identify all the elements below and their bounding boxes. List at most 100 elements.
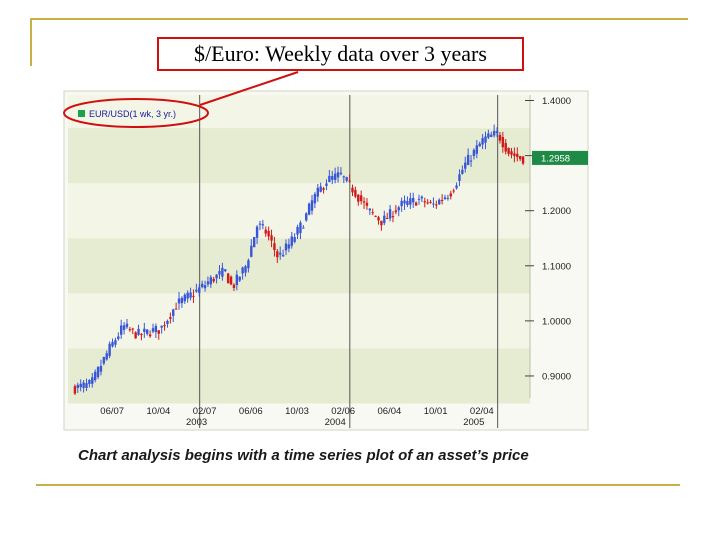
last-price-tag: 1.2958 — [532, 150, 588, 165]
x-tick-label: 10/01 — [424, 406, 448, 417]
candle-body — [478, 143, 481, 147]
candle-body — [469, 160, 473, 162]
candle-body — [284, 243, 288, 251]
candle-body — [163, 325, 166, 327]
candle-body — [409, 198, 412, 205]
candle-body — [276, 251, 279, 258]
x-tick-label: 02/04 — [470, 406, 494, 417]
chart-gridlines — [199, 95, 499, 428]
candle-body — [412, 197, 415, 203]
candle-body — [498, 134, 502, 141]
candle-body — [299, 222, 302, 234]
candle-body — [307, 203, 311, 215]
x-tick-label: 06/07 — [100, 406, 124, 417]
annotation-ellipse — [63, 98, 209, 128]
candle-body — [345, 177, 348, 181]
x-tick-label: 06/06 — [239, 406, 263, 417]
slide-decor-vertical-line — [30, 18, 32, 66]
candle-body — [122, 325, 126, 330]
candle-body — [383, 215, 386, 224]
candle-body — [137, 328, 140, 335]
candle-body — [247, 260, 250, 269]
candle-body — [293, 237, 296, 242]
candle-body — [73, 386, 77, 394]
candle-body — [481, 138, 484, 145]
candle-body — [261, 224, 265, 226]
x-year-label: 2003 — [186, 417, 207, 428]
candle-body — [432, 203, 435, 205]
candle-body — [446, 197, 450, 199]
candle-body — [238, 276, 241, 281]
candle-body — [255, 226, 259, 238]
candle-body — [333, 173, 337, 180]
candle-body — [235, 274, 239, 286]
candle-body — [325, 183, 328, 186]
candle-body — [435, 204, 438, 206]
candle-body — [229, 276, 233, 285]
candle-body — [440, 199, 444, 201]
candle-body — [143, 328, 146, 332]
candle-body — [206, 281, 210, 285]
candle-body — [371, 212, 374, 214]
y-tick-label: 1.1000 — [542, 261, 571, 272]
x-tick-label: 02/07 — [193, 406, 217, 417]
candle-body — [157, 330, 160, 334]
candle-body — [290, 236, 293, 246]
candle-body — [250, 245, 253, 257]
candle-body — [385, 218, 389, 220]
candle-body — [380, 220, 383, 226]
candle-body — [281, 254, 285, 257]
candle-body — [464, 162, 467, 169]
candle-body — [438, 199, 441, 205]
candle-body — [128, 329, 132, 331]
candle-body — [310, 200, 314, 211]
candle-body — [192, 295, 195, 297]
candle-body — [79, 383, 82, 388]
candle-body — [507, 147, 510, 154]
candle-body — [258, 223, 262, 225]
x-tick-label: 06/04 — [378, 406, 402, 417]
candle-body — [279, 252, 282, 255]
slide-caption: Chart analysis begins with a time series… — [78, 447, 529, 464]
chart-band — [68, 238, 530, 294]
candle-body — [93, 371, 97, 381]
y-tick-label: 1.2000 — [542, 206, 571, 217]
candle-body — [472, 149, 476, 157]
candle-body — [296, 226, 299, 235]
candle-body — [195, 289, 198, 292]
candle-body — [232, 284, 236, 289]
candle-body — [403, 200, 406, 204]
candle-body — [319, 186, 322, 192]
candle-body — [203, 285, 207, 289]
x-tick-label: 10/04 — [147, 406, 171, 417]
candle-body — [316, 187, 319, 197]
candle-body — [125, 323, 129, 328]
chart-band — [68, 183, 530, 239]
candle-body — [114, 340, 117, 345]
candle-body — [518, 156, 522, 160]
candle-body — [166, 320, 169, 324]
candle-body — [146, 329, 149, 334]
candle-body — [160, 325, 163, 328]
candle-body — [198, 287, 201, 293]
candle-body — [134, 332, 137, 339]
candle-body — [458, 174, 461, 181]
candle-body — [270, 235, 273, 241]
legend-series-name: EUR/USD(1 wk, 3 yr.) — [89, 109, 176, 119]
candle-body — [357, 194, 360, 202]
candle-body — [492, 130, 496, 136]
chart-band — [68, 128, 530, 184]
candle-body — [183, 294, 186, 302]
candle-body — [388, 209, 392, 219]
slide-decor-top-line — [30, 18, 688, 20]
candle-body — [331, 176, 334, 180]
last-price-value: 1.2958 — [541, 153, 570, 164]
candle-body — [172, 309, 175, 316]
candle-body — [351, 187, 354, 193]
candle-body — [302, 227, 305, 229]
candle-body — [212, 278, 215, 282]
candle-body — [76, 384, 80, 388]
candle-body — [339, 172, 343, 175]
candle-body — [516, 153, 519, 158]
